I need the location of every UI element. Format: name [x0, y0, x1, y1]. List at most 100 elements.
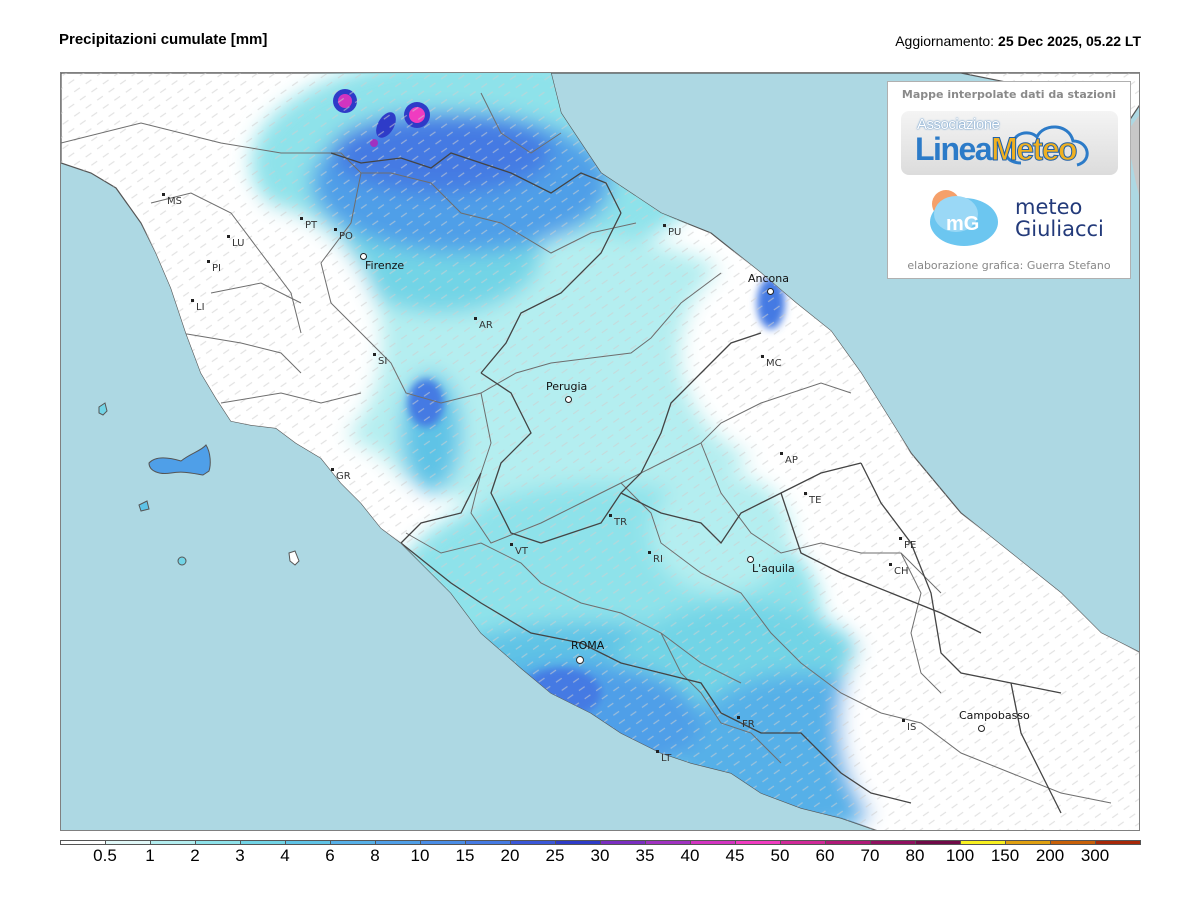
city-label: AR: [479, 320, 493, 331]
legend-swatch: [870, 840, 916, 845]
city-label: TR: [614, 517, 628, 528]
giglio-island: [288, 550, 300, 566]
legend-tick-label: 1: [145, 846, 155, 865]
legend-swatch: [690, 840, 736, 845]
city-marker: [565, 396, 572, 403]
linea-meteo-logo[interactable]: Associazione LineaMeteo: [901, 111, 1118, 175]
city-label: GR: [336, 471, 351, 482]
update-label: Aggiornamento:: [895, 33, 995, 49]
legend-tick-label: 0.5: [93, 846, 117, 865]
legend-tick-label: 80: [905, 846, 925, 865]
sponsor-logo-panel: Mappe interpolate dati da stazioni Assoc…: [887, 81, 1131, 279]
city-marker: [780, 452, 783, 455]
legend-swatch: [1050, 840, 1096, 845]
city-marker: [334, 228, 337, 231]
city-marker: [207, 260, 210, 263]
legend-tick-label: 10: [410, 846, 430, 865]
city-marker: [804, 492, 807, 495]
city-marker: [889, 563, 892, 566]
legend-swatch: [465, 840, 511, 845]
meteo-giuliacci-text: meteo Giuliacci: [1015, 195, 1104, 241]
pianosa-island: [138, 500, 150, 512]
legend-swatch: [1005, 840, 1051, 845]
city-label: Campobasso: [959, 709, 1030, 722]
legend-swatch: [285, 840, 331, 845]
legend-swatch: [375, 840, 421, 845]
city-marker: [737, 716, 740, 719]
city-marker: [761, 355, 764, 358]
city-marker: [331, 468, 334, 471]
legend-tick-label: 8: [370, 846, 380, 865]
legend-tick-label: 30: [590, 846, 610, 865]
legend-tick-label: 150: [990, 846, 1020, 865]
legend-tick-label: 200: [1035, 846, 1065, 865]
legend-swatch: [645, 840, 691, 845]
city-label: PI: [212, 263, 221, 274]
update-value: 25 Dec 2025, 05.22 LT: [998, 33, 1141, 49]
logo-panel-heading: Mappe interpolate dati da stazioni: [901, 88, 1117, 101]
capraia-island: [98, 402, 108, 416]
city-label: VT: [515, 546, 528, 557]
map-title: Precipitazioni cumulate [mm]: [59, 31, 268, 48]
city-label: L'aquila: [752, 562, 795, 575]
cloud-icon: [1004, 125, 1089, 167]
city-marker: [373, 353, 376, 356]
legend-swatch: [240, 840, 286, 845]
legend-tick-label: 100: [945, 846, 975, 865]
city-label: Firenze: [365, 259, 405, 272]
city-label: Ancona: [748, 272, 789, 285]
city-label: RI: [653, 554, 663, 565]
linea-meteo-name: LineaMeteo: [915, 131, 1078, 168]
city-marker: [978, 725, 985, 732]
legend-tick-label: 2: [190, 846, 200, 865]
city-marker: [656, 750, 659, 753]
city-marker: [663, 224, 666, 227]
city-label: PT: [305, 220, 318, 231]
montecristo-island: [177, 556, 187, 566]
legend-swatch: [105, 840, 151, 845]
legend-tick-label: 40: [680, 846, 700, 865]
city-marker: [510, 543, 513, 546]
legend-tick-label: 3: [235, 846, 245, 865]
legend-tick-label: 60: [815, 846, 835, 865]
svg-text:mG: mG: [946, 213, 979, 235]
legend-swatch: [780, 840, 826, 845]
legend-tick-label: 15: [455, 846, 475, 865]
city-marker: [474, 317, 477, 320]
city-label: PU: [668, 227, 682, 238]
legend-swatch: [600, 840, 646, 845]
city-marker: [300, 217, 303, 220]
legend-swatch: [915, 840, 961, 845]
legend-tick-label: 25: [545, 846, 565, 865]
legend-swatch: [330, 840, 376, 845]
legend-tick-label: 300: [1080, 846, 1110, 865]
city-label: LT: [661, 753, 672, 764]
city-label: TE: [809, 495, 822, 506]
city-label: AP: [785, 455, 798, 466]
city-marker: [767, 288, 774, 295]
city-label: MC: [766, 358, 782, 369]
update-timestamp: Aggiornamento: 25 Dec 2025, 05.22 LT: [895, 33, 1141, 49]
city-marker: [162, 193, 165, 196]
city-label: FR: [742, 719, 755, 730]
city-label: Perugia: [546, 380, 588, 393]
elba-island: [148, 444, 211, 476]
graphics-credit: elaborazione grafica: Guerra Stefano: [907, 259, 1111, 272]
city-marker: [609, 514, 612, 517]
city-label: CH: [894, 566, 909, 577]
legend-tick-label: 20: [500, 846, 520, 865]
linea-meteo-prefix: Associazione: [917, 116, 1000, 133]
city-marker: [360, 253, 367, 260]
city-marker: [191, 299, 194, 302]
city-marker: [747, 556, 754, 563]
legend-tick-label: 45: [725, 846, 745, 865]
meteo-giuliacci-cloud-icon: mG: [926, 186, 1000, 248]
city-marker: [576, 656, 584, 664]
city-label: IS: [907, 722, 917, 733]
city-label: PO: [339, 231, 353, 242]
map-graphic: [61, 73, 1139, 830]
legend-swatch: [150, 840, 196, 845]
city-marker: [899, 537, 902, 540]
legend-tick-label: 70: [860, 846, 880, 865]
color-scale-legend: 0.5 1 2 3 4 6 8 10 15 20 25 30 35 40 45 50 60 70 80 100 150 2…: [60, 840, 1141, 880]
